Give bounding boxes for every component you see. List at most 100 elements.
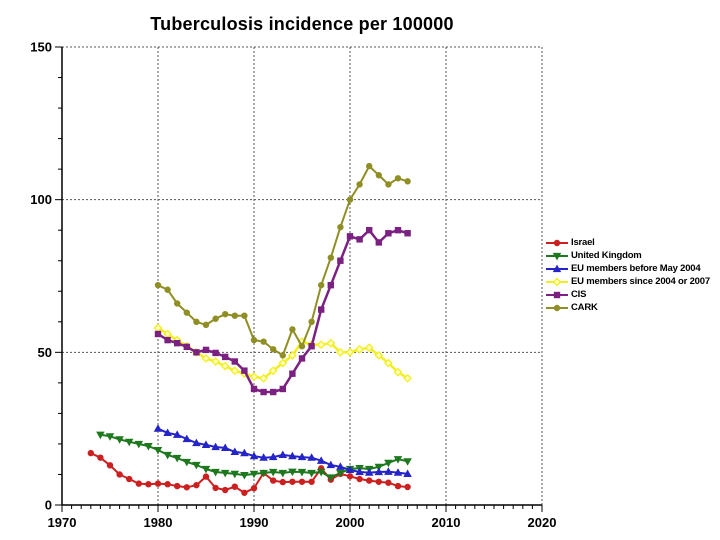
x-tick-label-2010: 2010 (432, 515, 461, 530)
israel-marker-icon (270, 477, 277, 484)
legend-item-israel: Israel (545, 236, 710, 249)
israel-marker-icon (97, 454, 104, 461)
israel-marker-icon (250, 485, 258, 492)
legend-swatch-icon (546, 277, 568, 286)
eu-members-since-2004-or-2007-marker-icon (259, 373, 269, 383)
israel-marker-icon (106, 462, 114, 469)
eu-members-since-2004-or-2007-marker-icon (287, 350, 297, 360)
cark-marker-icon (202, 321, 210, 329)
cis-marker-icon (270, 388, 277, 396)
eu-members-before-may-2004-marker-icon (201, 440, 211, 448)
cis-marker-icon (385, 230, 392, 237)
cis-marker-icon (394, 227, 402, 234)
united-kingdom-marker-icon (201, 465, 211, 474)
cis-marker-icon (260, 388, 267, 396)
y-tick-label-0: 0 (45, 498, 52, 513)
united-kingdom-marker-icon (393, 456, 403, 464)
cis-marker-icon (222, 353, 229, 361)
israel-marker-icon (385, 479, 392, 486)
israel-marker-icon (126, 475, 133, 483)
israel-marker-icon (193, 481, 200, 489)
legend-label: United Kingdom (571, 250, 642, 261)
united-kingdom-marker-icon (134, 440, 144, 449)
eu-members-before-may-2004-marker-icon (364, 468, 374, 476)
united-kingdom-marker-icon (220, 469, 230, 478)
x-tick-label-2020: 2020 (528, 515, 557, 530)
cark-marker-icon (318, 281, 325, 289)
eu-members-before-may-2004-marker-icon (153, 424, 163, 432)
legend-swatch-icon (546, 304, 568, 311)
united-kingdom-marker-icon (316, 468, 326, 477)
united-kingdom-marker-icon (288, 468, 297, 477)
eu-members-before-may-2004-marker-icon (278, 450, 288, 459)
legend-swatch-icon (546, 239, 568, 246)
israel-marker-icon (202, 473, 210, 480)
israel-marker-icon (298, 478, 306, 485)
eu-members-since-2004-or-2007-marker-icon (345, 347, 355, 357)
eu-members-before-may-2004-marker-icon (403, 469, 412, 477)
cark-marker-icon (183, 309, 191, 316)
cis-marker-icon (231, 358, 239, 365)
cis-marker-icon (366, 227, 373, 234)
eu-members-before-may-2004-marker-icon (374, 467, 384, 476)
cark-marker-icon (279, 352, 286, 359)
cis-marker-icon (174, 339, 181, 347)
cark-marker-icon (356, 181, 363, 188)
legend-item-united-kingdom: United Kingdom (545, 249, 710, 262)
united-kingdom-marker-icon (230, 470, 240, 479)
united-kingdom-marker-icon (297, 468, 307, 477)
israel-marker-icon (553, 239, 561, 246)
cark-marker-icon (174, 300, 181, 307)
x-tick-label-1970: 1970 (48, 515, 77, 530)
cis-marker-icon (202, 346, 210, 354)
cark-marker-icon (337, 223, 344, 231)
cark-marker-icon (212, 315, 219, 322)
eu-members-before-may-2004-marker-icon (182, 434, 192, 443)
eu-members-before-may-2004-marker-icon (552, 264, 562, 272)
israel-marker-icon (289, 478, 296, 485)
eu-members-since-2004-or-2007-marker-icon (552, 277, 562, 286)
united-kingdom-marker-icon (192, 461, 201, 470)
israel-marker-icon (346, 473, 354, 480)
united-kingdom-marker-icon (307, 469, 316, 478)
eu-members-before-may-2004-marker-icon (163, 428, 172, 437)
cis-marker-icon (193, 349, 200, 356)
israel-marker-icon (212, 484, 219, 492)
israel-marker-icon (145, 481, 152, 488)
cis-marker-icon (404, 230, 411, 237)
eu-members-since-2004-or-2007-marker-icon (278, 358, 288, 368)
eu-members-before-may-2004-marker-icon (384, 467, 393, 475)
cark-marker-icon (385, 181, 392, 188)
israel-marker-icon (116, 471, 123, 478)
united-kingdom-marker-icon (374, 463, 384, 472)
eu-members-before-may-2004-marker-icon (211, 442, 220, 451)
legend-label: EU members since 2004 or 2007 (571, 276, 710, 287)
cis-marker-icon (553, 291, 561, 298)
cark-marker-icon (154, 281, 162, 289)
eu-members-before-may-2004-marker-icon (192, 438, 201, 447)
cis-marker-icon (183, 343, 191, 351)
eu-members-since-2004-or-2007-marker-icon (326, 338, 336, 348)
legend-swatch-icon (546, 291, 568, 298)
cis-marker-icon (250, 385, 258, 393)
legend-item-eu-members-since-2004-or-2007: EU members since 2004 or 2007 (545, 275, 710, 288)
cark-marker-icon (222, 310, 229, 318)
eu-members-before-may-2004-marker-icon (288, 451, 297, 460)
israel-marker-icon (164, 481, 171, 488)
israel-marker-icon (394, 482, 402, 490)
cark-marker-icon (308, 318, 315, 325)
united-kingdom-marker-icon (105, 433, 115, 441)
series-line-israel (90, 452, 408, 494)
cark-marker-icon (404, 178, 411, 185)
israel-marker-icon (87, 449, 95, 457)
united-kingdom-marker-icon (240, 471, 249, 480)
united-kingdom-marker-icon (163, 451, 172, 460)
legend-item-cark: CARK (545, 301, 710, 314)
united-kingdom-marker-icon (144, 442, 153, 451)
cark-marker-icon (346, 196, 354, 203)
united-kingdom-marker-icon (403, 458, 412, 466)
cark-marker-icon (366, 162, 373, 170)
eu-members-since-2004-or-2007-marker-icon (335, 347, 345, 357)
